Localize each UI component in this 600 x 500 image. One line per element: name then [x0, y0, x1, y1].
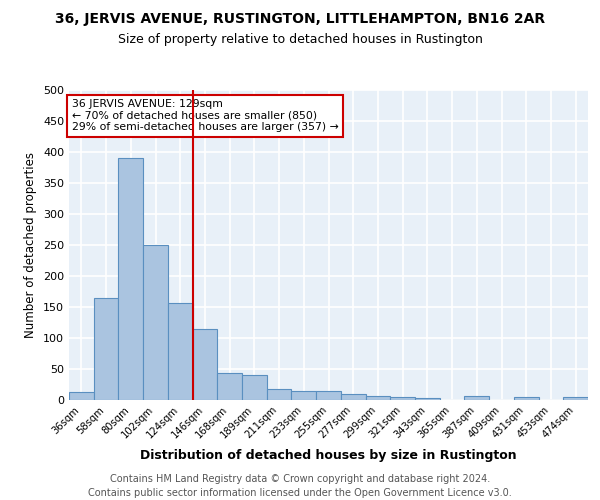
Bar [242, 375, 267, 400]
Bar [390, 397, 415, 400]
Bar [118, 158, 143, 400]
Bar [193, 328, 217, 400]
Text: Size of property relative to detached houses in Rustington: Size of property relative to detached ho… [118, 32, 482, 46]
Bar [563, 397, 588, 400]
Bar [69, 392, 94, 400]
Bar [316, 392, 341, 400]
Bar [365, 396, 390, 400]
Bar [267, 390, 292, 400]
Bar [143, 245, 168, 400]
Bar [94, 298, 118, 400]
Bar [292, 390, 316, 400]
Bar [464, 396, 489, 400]
Text: Contains HM Land Registry data © Crown copyright and database right 2024.
Contai: Contains HM Land Registry data © Crown c… [88, 474, 512, 498]
Text: 36, JERVIS AVENUE, RUSTINGTON, LITTLEHAMPTON, BN16 2AR: 36, JERVIS AVENUE, RUSTINGTON, LITTLEHAM… [55, 12, 545, 26]
Bar [341, 394, 365, 400]
Bar [168, 302, 193, 400]
Bar [415, 398, 440, 400]
Text: 36 JERVIS AVENUE: 129sqm
← 70% of detached houses are smaller (850)
29% of semi-: 36 JERVIS AVENUE: 129sqm ← 70% of detach… [71, 100, 338, 132]
Bar [514, 397, 539, 400]
X-axis label: Distribution of detached houses by size in Rustington: Distribution of detached houses by size … [140, 449, 517, 462]
Bar [217, 372, 242, 400]
Y-axis label: Number of detached properties: Number of detached properties [25, 152, 37, 338]
